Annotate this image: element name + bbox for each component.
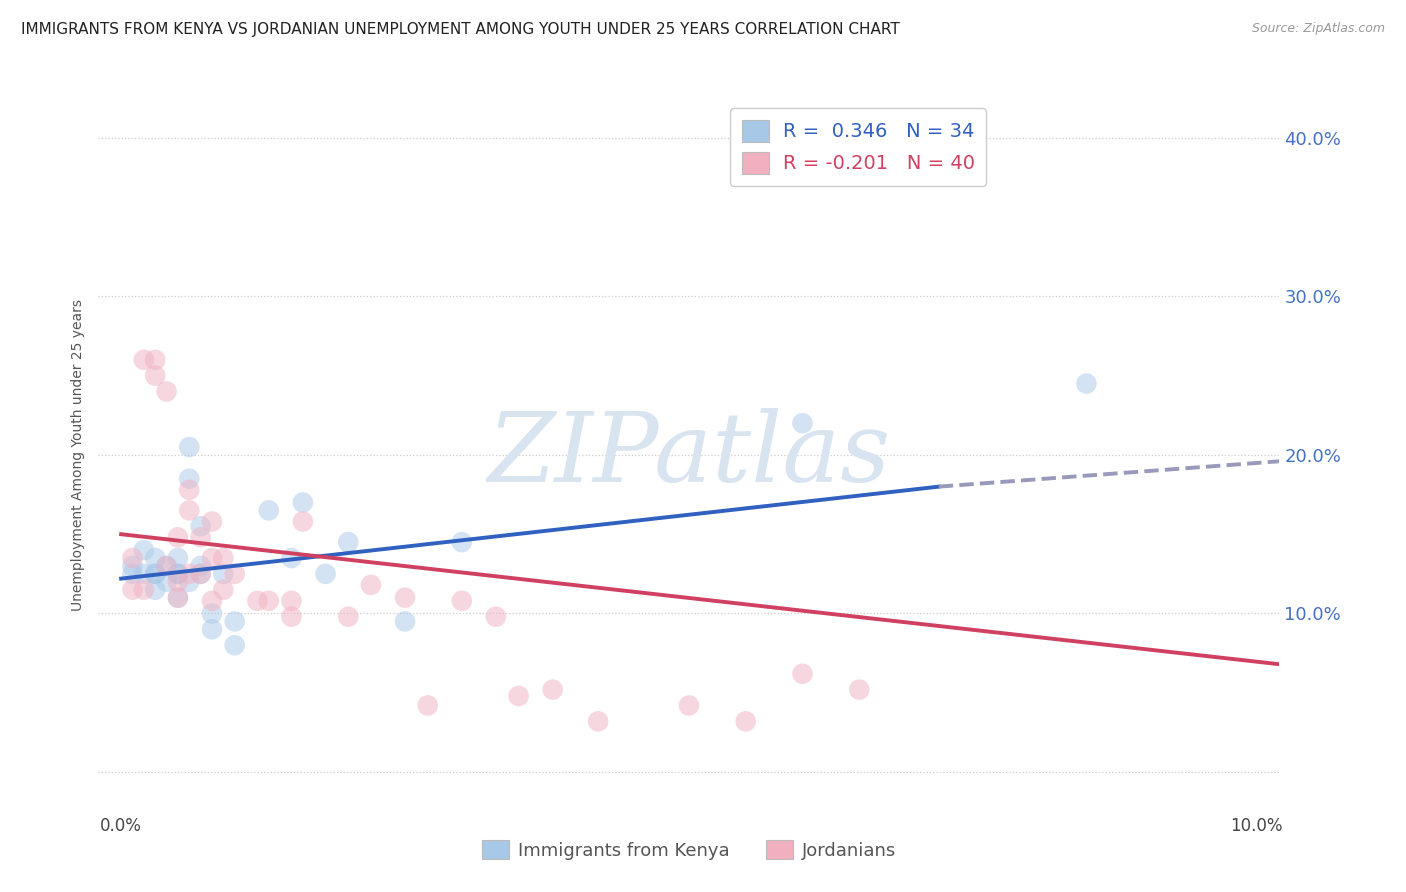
Point [132, 352, 155, 367]
Point [541, 682, 564, 697]
Point [179, 574, 201, 589]
Point [848, 682, 870, 697]
Point [291, 515, 314, 529]
Point [190, 530, 212, 544]
Point [190, 558, 212, 573]
Point [179, 503, 201, 517]
Point [450, 594, 472, 608]
Point [201, 551, 224, 566]
Point [179, 440, 201, 454]
Point [132, 566, 155, 581]
Point [394, 591, 416, 605]
Point [201, 607, 224, 621]
Y-axis label: Unemployment Among Youth under 25 years: Unemployment Among Youth under 25 years [72, 299, 86, 611]
Point [155, 384, 177, 399]
Point [201, 515, 224, 529]
Point [167, 566, 190, 581]
Point [155, 558, 177, 573]
Point [224, 638, 246, 652]
Point [190, 566, 212, 581]
Point [394, 615, 416, 629]
Text: IMMIGRANTS FROM KENYA VS JORDANIAN UNEMPLOYMENT AMONG YOUTH UNDER 25 YEARS CORRE: IMMIGRANTS FROM KENYA VS JORDANIAN UNEMP… [21, 22, 900, 37]
Point [143, 551, 166, 566]
Point [143, 566, 166, 581]
Point [485, 609, 508, 624]
Point [224, 615, 246, 629]
Point [257, 594, 280, 608]
Text: ZIPatlas: ZIPatlas [488, 408, 890, 502]
Point [201, 594, 224, 608]
Point [291, 495, 314, 509]
Point [337, 609, 360, 624]
Point [121, 551, 143, 566]
Point [179, 483, 201, 497]
Point [212, 551, 235, 566]
Point [121, 558, 143, 573]
Point [508, 689, 530, 703]
Point [280, 551, 302, 566]
Point [246, 594, 269, 608]
Point [678, 698, 700, 713]
Point [280, 594, 302, 608]
Point [143, 566, 166, 581]
Point [792, 666, 814, 681]
Point [143, 582, 166, 597]
Point [315, 566, 337, 581]
Point [190, 519, 212, 533]
Point [416, 698, 439, 713]
Point [280, 609, 302, 624]
Point [143, 368, 166, 383]
Point [337, 535, 360, 549]
Point [179, 566, 201, 581]
Text: Source: ZipAtlas.com: Source: ZipAtlas.com [1251, 22, 1385, 36]
Legend: Immigrants from Kenya, Jordanians: Immigrants from Kenya, Jordanians [475, 832, 903, 867]
Point [167, 530, 190, 544]
Point [360, 578, 382, 592]
Point [167, 566, 190, 581]
Point [224, 566, 246, 581]
Point [167, 551, 190, 566]
Point [586, 714, 609, 729]
Point [450, 535, 472, 549]
Point [121, 582, 143, 597]
Point [155, 558, 177, 573]
Point [155, 574, 177, 589]
Point [734, 714, 756, 729]
Point [212, 582, 235, 597]
Point [179, 472, 201, 486]
Point [792, 416, 814, 430]
Point [212, 566, 235, 581]
Point [143, 352, 166, 367]
Point [167, 591, 190, 605]
Point [167, 591, 190, 605]
Point [132, 543, 155, 558]
Point [167, 574, 190, 589]
Point [1076, 376, 1098, 391]
Point [190, 566, 212, 581]
Point [257, 503, 280, 517]
Point [132, 582, 155, 597]
Point [121, 566, 143, 581]
Point [201, 623, 224, 637]
